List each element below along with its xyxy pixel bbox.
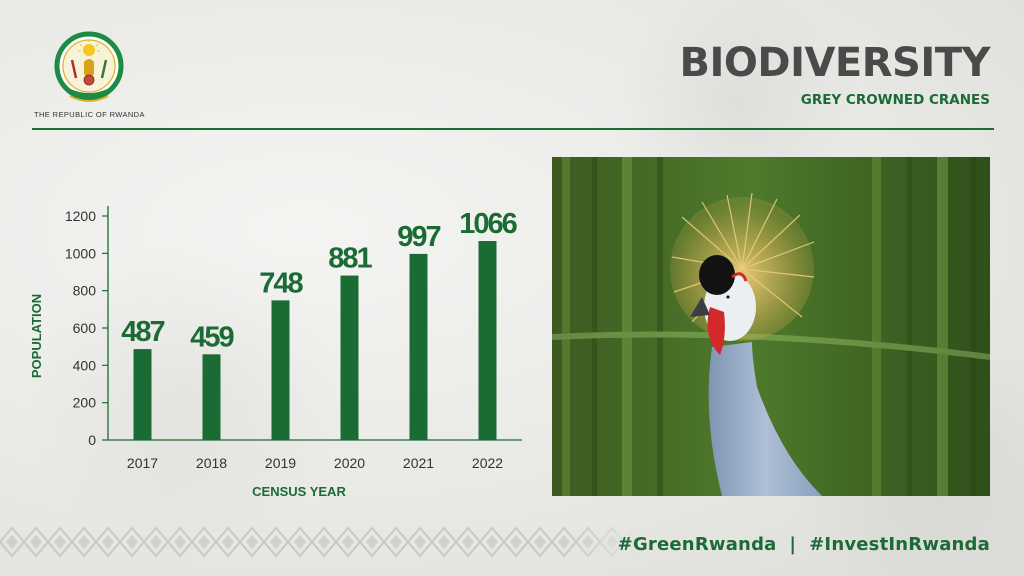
y-tick-label: 600 xyxy=(73,320,97,336)
page-subtitle: GREY CROWNED CRANES xyxy=(800,92,990,108)
data-label-2020: 881 xyxy=(328,243,372,275)
hashtags: #GreenRwanda | #InvestInRwanda xyxy=(617,534,990,555)
y-tick-label: 0 xyxy=(88,432,96,448)
data-label-2017: 487 xyxy=(121,316,164,348)
x-tick-label: 2021 xyxy=(403,455,434,471)
y-axis-title: POPULATION xyxy=(29,294,44,378)
data-label-2018: 459 xyxy=(190,321,234,353)
y-tick-label: 1000 xyxy=(65,245,96,261)
x-tick-label: 2019 xyxy=(265,455,296,471)
population-bar-chart: 0 200 400 600 800 1000 1200 2017 487 2018 459 2019 7… xyxy=(29,206,522,499)
data-label-2022: 1066 xyxy=(459,208,517,240)
rwanda-coat-of-arms-icon xyxy=(54,31,124,102)
data-label-2019: 748 xyxy=(259,267,303,299)
bar-2017 xyxy=(133,349,152,440)
bar-2018 xyxy=(202,354,221,440)
bar-2019 xyxy=(271,300,290,440)
bar-2022 xyxy=(478,241,497,440)
basket-weave-pattern xyxy=(0,522,640,562)
y-tick-label: 200 xyxy=(73,395,97,411)
x-tick-label: 2022 xyxy=(472,455,503,471)
x-tick-label: 2017 xyxy=(127,455,158,471)
x-tick-label: 2020 xyxy=(334,455,365,471)
header-divider xyxy=(32,128,994,130)
bar-2021 xyxy=(409,253,428,440)
data-label-2021: 997 xyxy=(397,221,440,253)
x-axis-title: CENSUS YEAR xyxy=(252,484,346,499)
bar-2020 xyxy=(340,275,359,440)
x-tick-label: 2018 xyxy=(196,455,227,471)
grey-crowned-crane-photo xyxy=(552,157,990,496)
republic-label: THE REPUBLIC OF RWANDA xyxy=(34,110,145,119)
y-tick-label: 1200 xyxy=(65,208,96,224)
y-tick-label: 800 xyxy=(73,283,97,299)
y-tick-label: 400 xyxy=(73,357,97,373)
page-title: BIODIVERSITY xyxy=(679,40,991,86)
